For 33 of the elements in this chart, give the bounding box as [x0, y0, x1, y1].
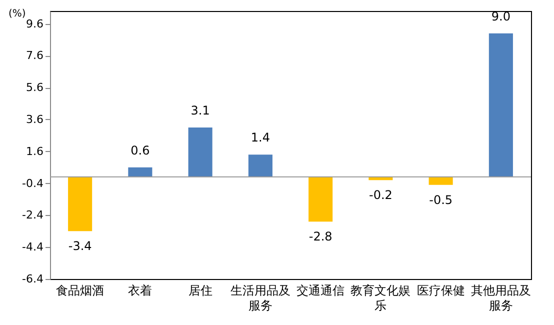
- bar: [188, 127, 212, 177]
- x-tick-label: 教育文化娱乐: [350, 284, 411, 312]
- y-tick-label: -6.4: [22, 272, 44, 286]
- y-tick-label: 7.6: [26, 49, 44, 62]
- data-label: 1.4: [250, 130, 270, 145]
- y-tick-label: 9.6: [26, 17, 44, 30]
- bar: [68, 176, 92, 232]
- data-label: -2.8: [308, 230, 332, 244]
- y-tick-label: -2.4: [22, 208, 44, 222]
- data-label: 3.1: [190, 103, 210, 118]
- bar: [488, 33, 513, 177]
- data-label: -3.4: [68, 239, 92, 254]
- x-tick-label: 医疗保健: [416, 284, 465, 298]
- y-axis-title: (%): [8, 8, 26, 20]
- x-tick-label: 食品烟酒: [56, 284, 104, 298]
- x-tick-label: 衣着: [128, 284, 152, 298]
- x-tick-label: 居住: [188, 284, 212, 298]
- data-label: -0.2: [368, 188, 392, 202]
- y-tick-label: -0.4: [22, 176, 44, 190]
- x-tick-label: 其他用品及服务: [470, 284, 531, 312]
- y-tick-label: -4.4: [22, 240, 44, 254]
- y-tick-label: 3.6: [26, 112, 44, 126]
- y-tick-label: 5.6: [26, 81, 44, 94]
- data-label: 0.6: [130, 143, 150, 158]
- x-tick-label: 生活用品及服务: [230, 284, 290, 312]
- bar: [428, 176, 453, 185]
- bar: [128, 167, 152, 177]
- data-label: -0.5: [429, 192, 453, 207]
- data-label: 9.0: [491, 9, 510, 24]
- bar: [308, 176, 333, 222]
- bar: [248, 154, 272, 177]
- y-tick-label: 1.6: [26, 144, 44, 158]
- x-tick-label: 交通通信: [296, 284, 345, 298]
